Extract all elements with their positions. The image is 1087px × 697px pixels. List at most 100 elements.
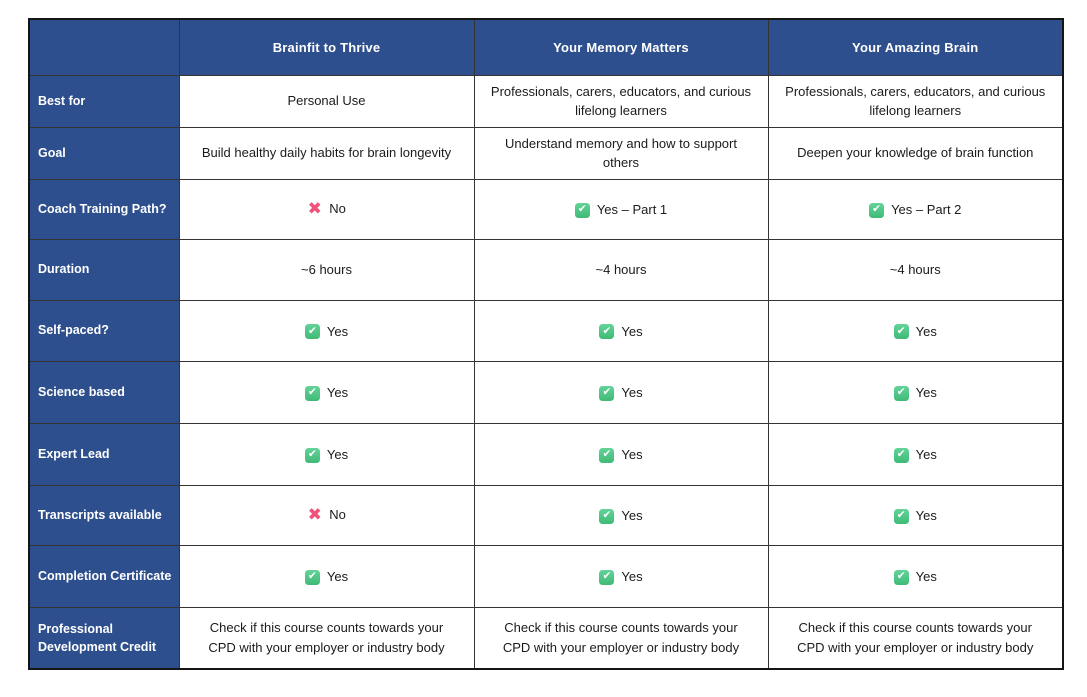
table-row: Duration ~6 hours ~4 hours ~4 hours	[28, 238, 1064, 301]
cell-text: Check if this course counts towards your…	[208, 620, 445, 655]
table-cell: Yes	[473, 422, 769, 486]
cell-text: Yes	[621, 508, 643, 524]
cell-text: Yes	[621, 447, 643, 463]
cell-text: Yes	[621, 323, 643, 339]
comparison-table: Brainfit to Thrive Your Memory Matters Y…	[28, 18, 1064, 670]
table-cell: ~4 hours	[473, 238, 769, 301]
table-cell: Build healthy daily habits for brain lon…	[178, 126, 475, 180]
row-label-completion-certificate: Completion Certificate	[28, 544, 180, 608]
cell-text: Build healthy daily habits for brain lon…	[201, 145, 452, 161]
table-row: Self-paced? Yes Yes Yes	[28, 299, 1064, 362]
table-cell: Deepen your knowledge of brain function	[767, 126, 1064, 180]
table-cell: Yes	[178, 544, 475, 608]
cell-text: Yes	[326, 447, 349, 463]
row-label-science-based: Science based	[28, 360, 180, 424]
table-cell: Check if this course counts towards your…	[473, 606, 769, 670]
cell-text: ~4 hours	[889, 261, 941, 277]
table-cell: Yes	[178, 360, 475, 424]
cell-text: Yes – Part 1	[596, 202, 668, 218]
check-icon	[599, 385, 615, 401]
cell-text: Professionals, carers, educators, and cu…	[490, 83, 752, 119]
table-row: Completion Certificate Yes Yes Yes	[28, 544, 1064, 608]
row-label-goal: Goal	[28, 126, 180, 180]
table-cell: Yes	[767, 360, 1064, 424]
table-row: Best for Personal Use Professionals, car…	[28, 74, 1064, 128]
cell-text: No	[329, 200, 346, 216]
check-icon	[304, 324, 320, 340]
cell-text: Yes	[326, 385, 349, 401]
table-cell: Yes – Part 1	[473, 178, 769, 240]
table-cell: Yes	[473, 484, 769, 546]
row-label-expert-lead: Expert Lead	[28, 422, 180, 486]
column-header-brainfit-to-thrive: Brainfit to Thrive	[178, 18, 475, 76]
cross-icon	[307, 507, 322, 522]
cell-text: Yes	[326, 323, 349, 339]
table-cell: Yes	[178, 299, 475, 362]
check-icon	[599, 569, 615, 585]
column-header-your-amazing-brain: Your Amazing Brain	[767, 18, 1064, 76]
cell-text: Yes	[621, 569, 643, 585]
table-row: Coach Training Path? No Yes – Part 1 Yes…	[28, 178, 1064, 240]
table-cell: Professionals, carers, educators, and cu…	[473, 74, 769, 128]
table-row: Expert Lead Yes Yes Yes	[28, 422, 1064, 486]
table-cell: Yes	[767, 422, 1064, 486]
table-row: Goal Build healthy daily habits for brai…	[28, 126, 1064, 180]
table-cell: No	[178, 484, 475, 546]
table-cell: Professionals, carers, educators, and cu…	[767, 74, 1064, 128]
table-cell: Understand memory and how to support oth…	[473, 126, 769, 180]
row-label-professional-development-credit: Professional Development Credit	[28, 606, 180, 670]
table-row: Professional Development Credit Check if…	[28, 606, 1064, 670]
check-icon	[304, 385, 320, 401]
table-cell: No	[178, 178, 475, 240]
table-cell: ~6 hours	[178, 238, 475, 301]
cell-text: Yes	[915, 508, 937, 524]
row-label-best-for: Best for	[28, 74, 180, 128]
check-icon	[893, 508, 909, 524]
check-icon	[893, 569, 909, 585]
check-icon	[599, 447, 615, 463]
check-icon	[893, 324, 909, 340]
cross-icon	[307, 201, 322, 216]
cell-text: Yes – Part 2	[891, 202, 962, 218]
check-icon	[304, 447, 320, 463]
cell-text: ~6 hours	[301, 261, 352, 277]
check-icon	[304, 569, 320, 585]
check-icon	[869, 202, 885, 218]
table-row: Science based Yes Yes Yes	[28, 360, 1064, 424]
cell-text: ~4 hours	[595, 261, 647, 277]
cell-text: Check if this course counts towards your…	[797, 620, 1034, 655]
cell-text: Yes	[621, 385, 643, 401]
cell-text: Understand memory and how to support oth…	[505, 135, 737, 171]
table-cell: Yes	[178, 422, 475, 486]
table-row: Transcripts available No Yes Yes	[28, 484, 1064, 546]
row-label-coach-training-path: Coach Training Path?	[28, 178, 180, 240]
cell-text: Deepen your knowledge of brain function	[797, 145, 1034, 161]
cell-text: Check if this course counts towards your…	[502, 620, 740, 655]
table-cell: Check if this course counts towards your…	[178, 606, 475, 670]
cell-text: Yes	[915, 323, 937, 339]
table-cell: ~4 hours	[767, 238, 1064, 301]
row-label-transcripts-available: Transcripts available	[28, 484, 180, 546]
check-icon	[599, 508, 615, 524]
cell-text: Yes	[326, 569, 349, 585]
cell-text: Personal Use	[287, 93, 366, 109]
corner-cell	[28, 18, 180, 76]
comparison-table-wrap: Brainfit to Thrive Your Memory Matters Y…	[28, 18, 1064, 670]
cell-text: Yes	[915, 447, 937, 463]
table-cell: Yes – Part 2	[767, 178, 1064, 240]
column-header-your-memory-matters: Your Memory Matters	[473, 18, 769, 76]
check-icon	[599, 324, 615, 340]
cell-text: No	[329, 506, 346, 522]
header-row: Brainfit to Thrive Your Memory Matters Y…	[28, 18, 1064, 76]
check-icon	[893, 447, 909, 463]
table-cell: Yes	[473, 360, 769, 424]
check-icon	[574, 202, 590, 218]
check-icon	[893, 385, 909, 401]
table-cell: Check if this course counts towards your…	[767, 606, 1064, 670]
table-cell: Yes	[473, 299, 769, 362]
table-cell: Personal Use	[178, 74, 475, 128]
table-cell: Yes	[767, 544, 1064, 608]
table-cell: Yes	[473, 544, 769, 608]
cell-text: Professionals, carers, educators, and cu…	[785, 83, 1046, 119]
table-cell: Yes	[767, 299, 1064, 362]
